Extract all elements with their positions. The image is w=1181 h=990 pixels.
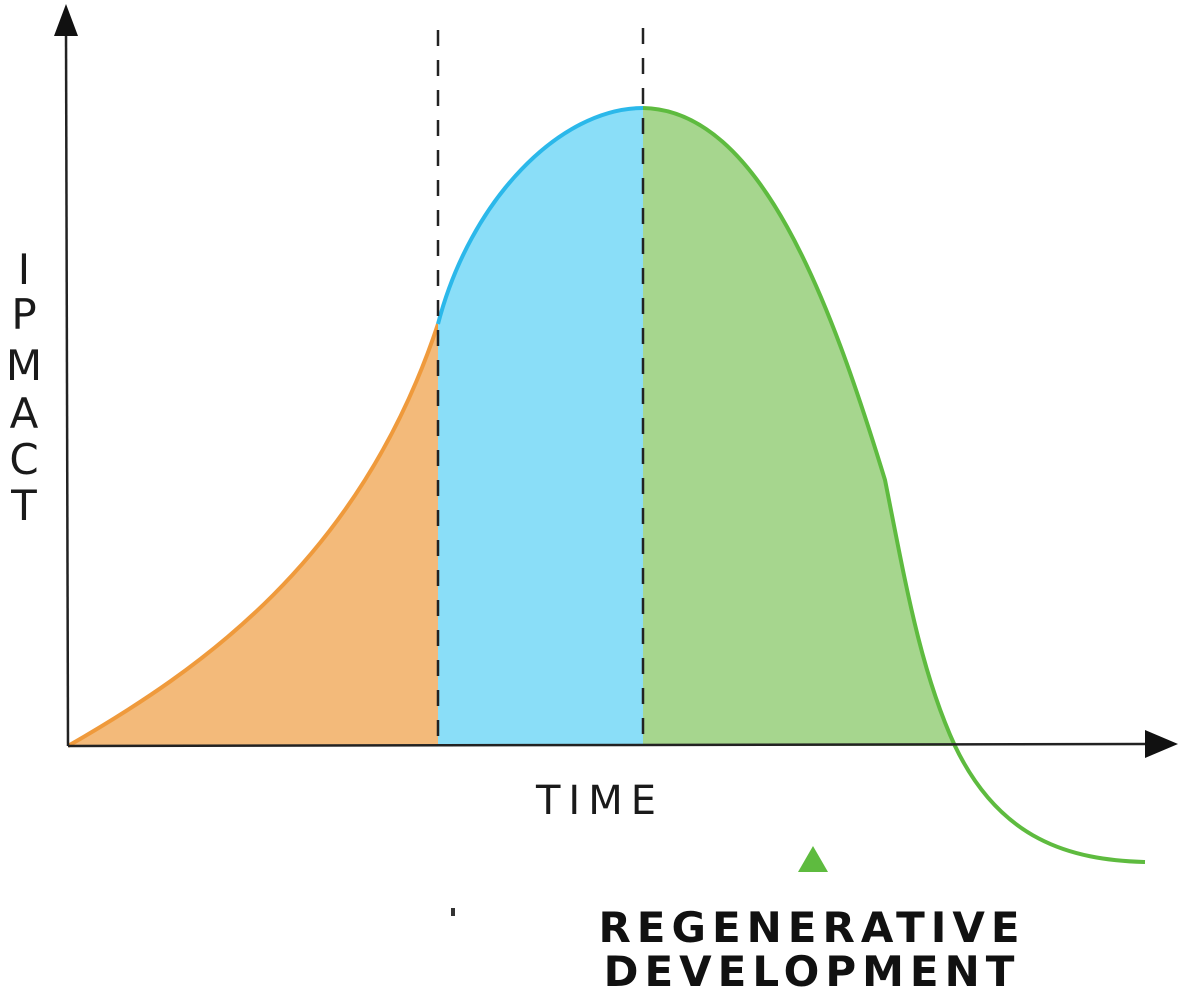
y-axis-letter: T: [10, 481, 37, 530]
phase-2-area: [438, 108, 643, 746]
y-axis-letter: M: [6, 341, 42, 390]
y-axis-label: I P M A C T: [6, 245, 42, 530]
triangle-marker-icon: [798, 846, 828, 872]
phase-1-curve: [67, 323, 440, 748]
stray-dot: [451, 908, 455, 916]
phase-1-area: [68, 324, 438, 746]
annotation-line-1: REGENERATIVE: [598, 903, 1025, 952]
annotation-line-2: DEVELOPMENT: [604, 947, 1021, 990]
x-axis-line: [67, 742, 1149, 748]
arrow-up-icon: [54, 4, 78, 36]
arrow-right-icon: [1145, 730, 1178, 758]
phase-3-area: [643, 108, 955, 746]
y-axis-line: [64, 29, 70, 747]
phase-2-curve: [436, 106, 644, 325]
y-axis-letter: P: [11, 290, 36, 339]
y-axis-letter: I: [18, 245, 30, 294]
y-axis-letter: A: [10, 389, 39, 438]
y-axis-letter: C: [9, 435, 38, 484]
x-axis-label: TIME: [535, 778, 664, 824]
phase-3-curve: [642, 106, 1146, 864]
